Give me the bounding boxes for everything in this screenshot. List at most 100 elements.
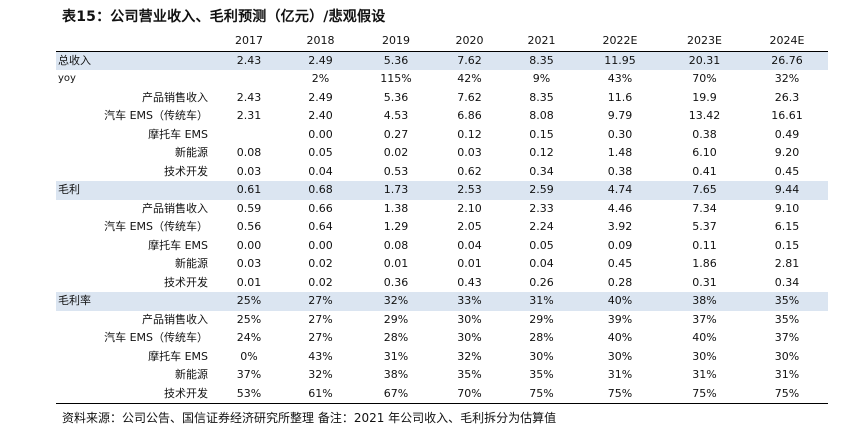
table-cell: 0.34 (774, 275, 800, 289)
table-cell: 0.66 (308, 201, 333, 215)
table-cell: 2.59 (506, 181, 577, 200)
table-cell: 9.20 (774, 146, 800, 159)
table-cell: 0.12 (529, 146, 554, 159)
table-cell: 35% (529, 368, 554, 381)
table-cell: 0.45 (774, 164, 800, 178)
table-row: 汽车 EMS（传统车） 2.31 2.40 4.53 6.86 8.08 9.79 13.42… (56, 107, 828, 126)
column-header: 2023E (687, 34, 722, 47)
table-cell: 8.35 (506, 51, 577, 70)
table-cell: 37% (236, 368, 262, 381)
table-cell: 75% (529, 386, 554, 400)
table-row: 新能源 37% 32% 38% 35% 35% 31% 31% 31% (56, 366, 828, 385)
table-cell: 9.10 (774, 201, 800, 215)
table-cell: 1.73 (359, 181, 433, 200)
table-cell: 0.34 (529, 164, 554, 178)
table-row: 产品销售收入 2.43 2.49 5.36 7.62 8.35 11.6 19.9 26.3 (56, 89, 828, 108)
table-row: yoy 2% 115% 42% 9% 43% 70% 32% (56, 70, 828, 89)
table-cell: 0.45 (607, 257, 633, 270)
row-label: 毛利 (56, 181, 216, 200)
row-label: 摩托车 EMS (148, 127, 208, 141)
table-cell: 9.44 (746, 181, 828, 200)
forecast-table: 2017 2018 2019 2020 2021 2022E 2023E 202… (56, 32, 828, 404)
table-row: 新能源 0.08 0.05 0.02 0.03 0.12 1.48 6.10 9.20 (56, 144, 828, 163)
table-cell: 4.46 (607, 201, 633, 215)
row-label: 新能源 (175, 368, 208, 381)
table-cell: 2.43 (216, 51, 282, 70)
table-cell (216, 70, 282, 89)
table-cell: 2.49 (282, 51, 359, 70)
table-cell: 3.92 (607, 220, 633, 233)
table-cell: 0.62 (457, 164, 482, 178)
table-cell: 1.86 (692, 257, 717, 270)
table-cell: 40% (577, 292, 663, 311)
table-cell: 28% (383, 331, 409, 344)
table-cell: 0.00 (308, 127, 333, 141)
table-cell: 25% (236, 312, 262, 326)
table-cell: 0.02 (383, 146, 409, 159)
table-cell: 16.61 (771, 109, 803, 122)
table-cell: 7.62 (433, 51, 506, 70)
table-cell: 25% (216, 292, 282, 311)
row-label: 汽车 EMS（传统车） (104, 331, 208, 344)
table-cell: 0.08 (383, 238, 409, 252)
row-label: 摩托车 EMS (148, 349, 208, 363)
table-cell: 0.38 (692, 127, 717, 141)
table-cell: 0.01 (236, 275, 262, 289)
table-cell: 0.02 (308, 257, 333, 270)
table-row: 毛利 0.61 0.68 1.73 2.53 2.59 4.74 7.65 9.44 (56, 181, 828, 200)
row-label: 摩托车 EMS (148, 238, 208, 252)
table-cell: 0.61 (216, 181, 282, 200)
table-cell: 0.68 (282, 181, 359, 200)
table-cell: 30% (607, 349, 633, 363)
row-label: 总收入 (56, 51, 216, 70)
table-title: 表15：公司营业收入、毛利预测（亿元）/悲观假设 (62, 9, 386, 25)
table-cell: 11.95 (577, 51, 663, 70)
table-cell: 2.40 (308, 109, 333, 122)
table-cell: 32% (457, 349, 482, 363)
table-cell: 2.81 (774, 257, 800, 270)
row-label: 新能源 (175, 257, 208, 270)
table-cell: 2.33 (529, 201, 554, 215)
table-cell: 40% (607, 331, 633, 344)
table-cell: 30% (774, 349, 800, 363)
table-row: 产品销售收入 25% 27% 29% 30% 29% 39% 37% 35% (56, 311, 828, 330)
row-label: 技术开发 (164, 275, 208, 289)
table-cell: 4.53 (383, 109, 409, 122)
table-cell: 75% (692, 386, 717, 400)
table-row: 技术开发 0.03 0.04 0.53 0.62 0.34 0.38 0.41 0.45 (56, 163, 828, 182)
column-header (56, 32, 216, 51)
table-cell: 0.15 (529, 127, 554, 141)
table-cell: 31% (692, 368, 717, 381)
table-cell: 0.49 (774, 127, 800, 141)
table-cell: 35% (746, 292, 828, 311)
table-cell: 2% (311, 72, 330, 85)
table-cell: 29% (529, 312, 554, 326)
table-cell: 43% (308, 349, 333, 363)
table-row: 产品销售收入 0.59 0.66 1.38 2.10 2.33 4.46 7.34 9.10 (56, 200, 828, 219)
table-cell: 37% (692, 312, 717, 326)
table-cell: 9.79 (607, 109, 633, 122)
table-cell: 2.24 (529, 220, 554, 233)
table-cell: 38% (663, 292, 746, 311)
table-cell: 0.41 (692, 164, 717, 178)
table-cell: 0.05 (308, 146, 333, 159)
row-label: 产品销售收入 (142, 312, 208, 326)
column-header: 2017 (235, 34, 263, 47)
table-row: 摩托车 EMS 0.00 0.27 0.12 0.15 0.30 0.38 0.49 (56, 126, 828, 145)
table-cell: 35% (774, 312, 800, 326)
table-cell: 0.43 (457, 275, 482, 289)
table-cell: 75% (607, 386, 633, 400)
header-row: 2017 2018 2019 2020 2021 2022E 2023E 202… (56, 32, 828, 51)
row-label: 毛利率 (56, 292, 216, 311)
table-cell: 0.12 (457, 127, 482, 141)
row-label: 新能源 (175, 146, 208, 159)
table-cell: 0.05 (529, 238, 554, 252)
table-cell: 6.86 (457, 109, 482, 122)
table-cell: 32% (774, 72, 800, 85)
row-label: 汽车 EMS（传统车） (104, 220, 208, 233)
table-cell: 31% (774, 368, 800, 381)
table-cell: 0.30 (607, 127, 633, 141)
table-cell: 5.36 (383, 90, 409, 104)
table-cell: 2.49 (308, 90, 333, 104)
table-cell: 0.04 (457, 238, 482, 252)
